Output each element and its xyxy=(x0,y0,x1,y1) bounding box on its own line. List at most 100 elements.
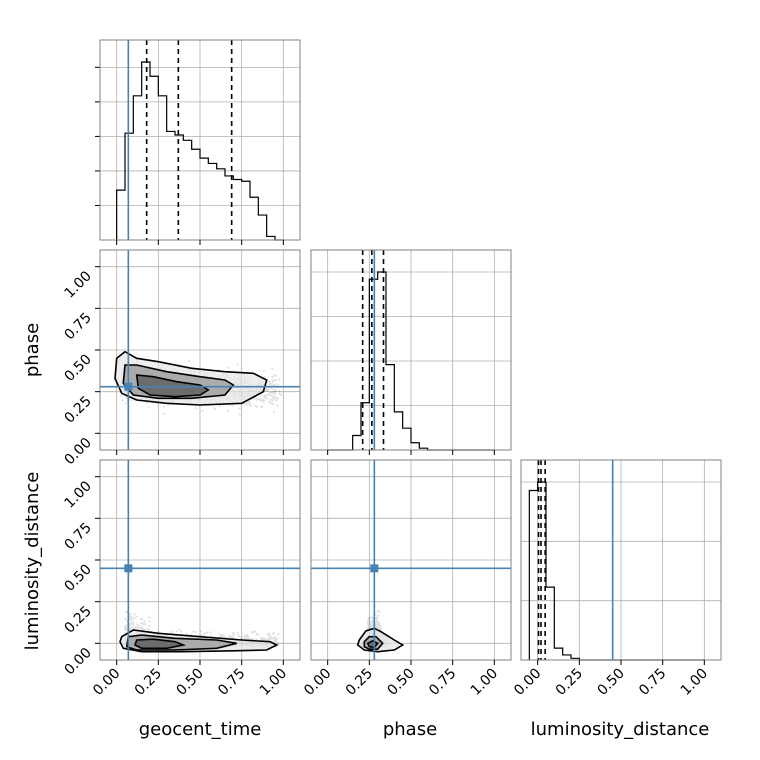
sample-point xyxy=(379,628,382,631)
panel-geocent-time-vs-luminosity-distance-contour-middle xyxy=(125,634,237,651)
panel-geocent-time-vs-luminosity-distance-contour-outer xyxy=(119,629,279,653)
sample-point xyxy=(124,617,127,621)
sample-point xyxy=(260,637,263,640)
sample-point xyxy=(243,637,246,640)
sample-point xyxy=(269,398,273,401)
sample-point xyxy=(129,627,132,630)
sample-point xyxy=(131,618,134,621)
sample-point xyxy=(368,621,371,625)
sample-point xyxy=(260,406,263,409)
sample-point xyxy=(367,617,370,620)
sample-point xyxy=(236,632,239,635)
sample-point xyxy=(265,394,268,397)
panel-geocent-time-vs-luminosity-distance: 0.00 0.25 0.50 0.75 1.000.000.250.500.751.00 xyxy=(61,459,301,699)
sample-point xyxy=(254,404,258,408)
sample-point xyxy=(230,635,233,638)
sample-point xyxy=(213,406,216,410)
sample-point xyxy=(129,617,132,620)
sample-point xyxy=(376,623,379,626)
sample-point xyxy=(232,632,235,635)
sample-point xyxy=(262,399,266,402)
sample-point xyxy=(269,637,272,640)
panel-geocent-time-vs-luminosity-distance-xtick-label-2: 0.50 xyxy=(173,666,206,699)
sample-point xyxy=(259,637,263,641)
sample-point xyxy=(267,393,271,397)
sample-point xyxy=(199,629,202,633)
sample-point xyxy=(264,388,268,391)
hist-luminosity-distance-xtick-label-4: 1.00 xyxy=(678,666,711,699)
sample-point xyxy=(266,638,269,641)
sample-point xyxy=(203,632,207,635)
panel-geocent-time-vs-luminosity-distance-ytick-label-2: 0.50 xyxy=(61,562,94,595)
sample-point xyxy=(276,404,279,407)
panel-geocent-time-vs-phase-contour-inner xyxy=(135,374,210,398)
sample-point xyxy=(131,621,135,625)
sample-point xyxy=(143,622,146,626)
x-label-geocent-time: geocent_time xyxy=(139,719,262,740)
sample-point xyxy=(255,632,258,635)
sample-point xyxy=(268,635,272,638)
sample-point xyxy=(194,630,197,634)
sample-point xyxy=(251,637,255,641)
sample-point xyxy=(271,637,274,640)
sample-point xyxy=(368,616,371,619)
sample-point xyxy=(276,641,279,644)
sample-point xyxy=(231,636,234,639)
panel-geocent-time-vs-luminosity-distance-ytick-label-1: 0.25 xyxy=(61,603,94,636)
sample-point xyxy=(251,631,255,634)
sample-point xyxy=(163,412,166,415)
sample-point xyxy=(270,394,273,397)
sample-point xyxy=(252,397,256,400)
sample-point xyxy=(271,402,274,405)
sample-point xyxy=(278,392,281,395)
sample-point xyxy=(140,626,143,629)
sample-point xyxy=(135,615,138,618)
sample-point xyxy=(140,627,144,630)
sample-point xyxy=(272,410,275,413)
sample-point xyxy=(178,628,181,631)
sample-point xyxy=(278,390,281,393)
sample-point xyxy=(250,630,253,633)
panel-geocent-time-vs-phase-ytick-label-2: 0.50 xyxy=(61,352,94,385)
sample-point xyxy=(190,633,193,636)
sample-point xyxy=(133,616,136,619)
sample-point xyxy=(255,405,259,408)
sample-point xyxy=(248,401,251,404)
sample-point xyxy=(255,638,258,641)
sample-point xyxy=(370,625,373,629)
sample-point xyxy=(236,363,239,366)
sample-point xyxy=(268,637,271,641)
sample-point xyxy=(376,622,379,625)
sample-point xyxy=(220,635,223,638)
x-label-phase: phase xyxy=(383,719,437,740)
sample-point xyxy=(124,402,127,405)
sample-point xyxy=(273,397,276,400)
sample-point xyxy=(369,620,373,624)
sample-point xyxy=(270,636,273,639)
panel-phase-vs-luminosity-distance-contour-outer xyxy=(356,627,405,653)
sample-point xyxy=(218,633,222,636)
sample-point xyxy=(375,625,378,628)
sample-point xyxy=(248,400,251,403)
sample-point xyxy=(368,626,372,629)
sample-point xyxy=(125,610,128,613)
sample-point xyxy=(367,619,371,622)
sample-point xyxy=(377,626,380,629)
sample-point xyxy=(123,625,127,628)
sample-point xyxy=(370,620,373,623)
sample-point xyxy=(137,627,140,630)
sample-point xyxy=(377,614,380,617)
panel-geocent-time-vs-luminosity-distance-ytick-label-4: 1.00 xyxy=(61,478,94,511)
sample-point xyxy=(276,398,279,401)
sample-point xyxy=(266,397,269,400)
sample-point xyxy=(201,409,204,413)
sample-point xyxy=(147,616,150,619)
sample-point xyxy=(209,631,212,634)
sample-point xyxy=(278,378,281,381)
sample-point xyxy=(269,637,272,640)
sample-point xyxy=(369,623,372,626)
sample-point xyxy=(268,382,272,385)
panel-phase-vs-luminosity-distance-contour-middle xyxy=(363,635,384,651)
sample-point xyxy=(214,408,217,411)
sample-point xyxy=(170,631,173,634)
